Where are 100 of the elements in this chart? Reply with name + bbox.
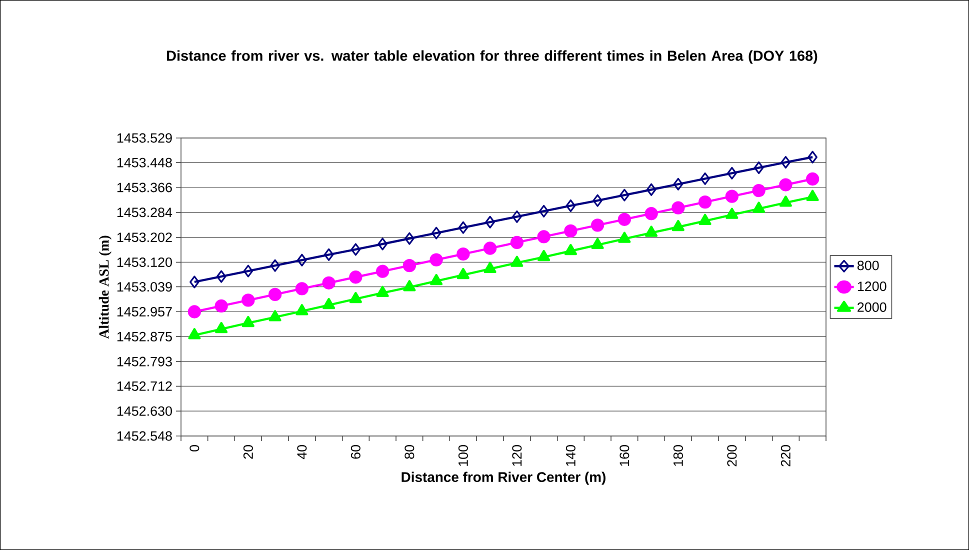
point: [510, 236, 524, 250]
point: [806, 172, 820, 186]
point: [350, 243, 361, 256]
point: [645, 226, 658, 237]
point: [402, 259, 416, 272]
point: [592, 194, 602, 207]
point: [322, 298, 336, 310]
point: [808, 150, 818, 164]
point: [726, 208, 738, 219]
y-tick-label: 1453.120: [117, 257, 172, 267]
x-tick-label: 220: [780, 445, 790, 466]
y-tick-label: 1453.366: [117, 182, 172, 192]
y-tick-label: 1453.039: [117, 282, 172, 292]
point: [243, 264, 254, 278]
legend-label: 1200: [858, 282, 886, 292]
point: [727, 166, 737, 180]
point: [483, 242, 497, 255]
point: [188, 305, 202, 318]
point: [754, 161, 764, 174]
x-tick-label: 60: [350, 445, 360, 459]
point: [322, 276, 336, 290]
chart-title: Distance from river vs. water table elevation for three different times in Belen Area (DOY 168): [167, 50, 818, 64]
x-tick-label: 0: [190, 445, 200, 452]
point: [378, 238, 388, 250]
point: [188, 328, 201, 340]
point: [510, 256, 524, 267]
point: [215, 322, 228, 334]
point: [700, 172, 710, 185]
point: [618, 232, 631, 243]
point: [564, 224, 578, 238]
point: [190, 276, 200, 288]
x-tick-label: 120: [512, 445, 522, 466]
point: [297, 254, 307, 266]
point: [564, 244, 577, 256]
point: [537, 230, 550, 244]
y-tick-label: 1452.793: [117, 356, 172, 366]
point: [698, 196, 712, 209]
legend-label: 2000: [858, 302, 886, 312]
x-axis-title: Distance from River Center (m): [402, 472, 606, 485]
x-tick-label: 200: [727, 445, 737, 466]
y-tick-label: 1452.875: [117, 332, 172, 342]
point: [538, 250, 550, 262]
point: [216, 270, 226, 283]
point: [644, 207, 658, 220]
point: [242, 294, 255, 307]
point: [779, 178, 792, 192]
point: [430, 274, 443, 286]
point: [268, 288, 282, 302]
point: [270, 259, 280, 272]
point: [672, 220, 684, 232]
point: [403, 280, 416, 292]
y-tick-label: 1453.202: [117, 232, 172, 242]
point: [458, 221, 468, 234]
y-axis-title: Altitude ASL (m): [98, 236, 112, 339]
x-tick-label: 160: [620, 445, 630, 466]
point: [752, 184, 766, 198]
point: [324, 248, 334, 261]
point: [349, 292, 362, 304]
y-tick-label: 1453.284: [117, 208, 172, 218]
x-tick-label: 140: [566, 445, 576, 466]
point: [672, 201, 685, 214]
point: [590, 218, 604, 232]
y-tick-label: 1452.957: [117, 306, 172, 317]
point: [618, 212, 632, 226]
point: [591, 238, 604, 249]
point: [431, 226, 442, 240]
point: [295, 282, 309, 296]
point: [566, 199, 576, 212]
x-tick-label: 20: [243, 445, 253, 459]
point: [538, 204, 549, 218]
point: [484, 262, 496, 273]
point: [456, 247, 470, 261]
y-tick-label: 1452.712: [117, 381, 172, 391]
point: [779, 196, 792, 207]
point: [620, 188, 630, 202]
x-tick-label: 100: [458, 445, 468, 466]
y-tick-label: 1452.548: [117, 431, 172, 441]
point: [806, 190, 819, 202]
legend-label: 800: [857, 260, 879, 270]
point: [349, 270, 362, 284]
x-tick-label: 80: [404, 445, 414, 459]
point: [268, 310, 282, 322]
point: [646, 183, 656, 196]
y-tick-label: 1453.529: [117, 133, 172, 143]
y-tick-label: 1452.630: [117, 406, 172, 416]
x-tick-label: 180: [673, 445, 683, 466]
point: [512, 210, 522, 223]
point: [404, 232, 414, 245]
point: [780, 156, 791, 169]
point: [296, 304, 308, 316]
point: [430, 253, 443, 266]
point: [376, 286, 389, 297]
point: [752, 202, 766, 213]
x-tick-label: 40: [297, 445, 307, 460]
y-tick-label: 1453.448: [117, 158, 172, 168]
point: [673, 178, 684, 190]
point: [214, 299, 228, 313]
point: [485, 216, 495, 228]
point: [725, 190, 739, 203]
point: [698, 214, 712, 226]
